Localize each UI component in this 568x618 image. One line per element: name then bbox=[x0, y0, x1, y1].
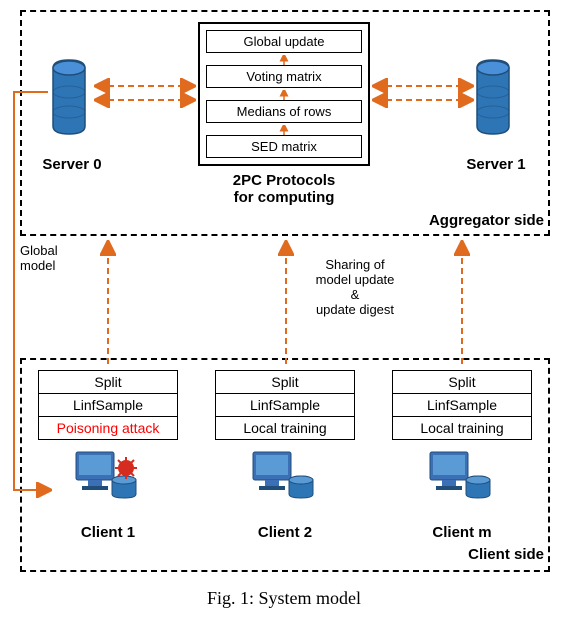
client-side-label: Client side bbox=[468, 546, 544, 563]
arrow-client1-up bbox=[100, 236, 116, 370]
client-m: Split LinfSample Local training bbox=[392, 370, 532, 506]
figure-caption: Fig. 1: System model bbox=[0, 588, 568, 609]
arrow-clientm-up bbox=[454, 236, 470, 370]
client-m-icon bbox=[392, 446, 532, 506]
sharing-annotation: Sharing of model update & update digest bbox=[300, 258, 410, 318]
server1-label: Server 1 bbox=[456, 156, 536, 173]
proto-medians: Medians of rows bbox=[206, 100, 362, 123]
client-m-local: Local training bbox=[393, 417, 531, 439]
client-2-local: Local training bbox=[216, 417, 354, 439]
client-2-label: Client 2 bbox=[215, 524, 355, 541]
server1-icon bbox=[472, 48, 514, 136]
client-m-linf: LinfSample bbox=[393, 394, 531, 417]
client-1-linf: LinfSample bbox=[39, 394, 177, 417]
protocol-box: Global update Voting matrix Medians of r… bbox=[198, 22, 370, 166]
client-m-split: Split bbox=[393, 371, 531, 394]
client-1-stack: Split LinfSample Poisoning attack bbox=[38, 370, 178, 440]
client-m-stack: Split LinfSample Local training bbox=[392, 370, 532, 440]
proto-sed-matrix: SED matrix bbox=[206, 135, 362, 158]
proto-global-update: Global update bbox=[206, 30, 362, 53]
client-m-label: Client m bbox=[392, 524, 532, 541]
diagram-canvas: Server 0 Server 1 Global update Voting m… bbox=[0, 0, 568, 618]
proto-voting-matrix: Voting matrix bbox=[206, 65, 362, 88]
client-2: Split LinfSample Local training bbox=[215, 370, 355, 506]
proto-arrow-icon bbox=[206, 90, 362, 100]
client-1-label: Client 1 bbox=[38, 524, 178, 541]
arrow-server1-protocol bbox=[370, 78, 476, 108]
server0-icon bbox=[48, 48, 90, 136]
client-1-icon bbox=[38, 446, 178, 506]
arrow-client2-up bbox=[278, 236, 294, 370]
client-1-poison: Poisoning attack bbox=[39, 417, 177, 439]
client-2-icon bbox=[215, 446, 355, 506]
aggregator-side-label: Aggregator side bbox=[429, 212, 544, 229]
global-model-annotation: Global model bbox=[20, 244, 74, 274]
client-2-stack: Split LinfSample Local training bbox=[215, 370, 355, 440]
arrow-global-model bbox=[4, 90, 54, 500]
client-2-linf: LinfSample bbox=[216, 394, 354, 417]
client-2-split: Split bbox=[216, 371, 354, 394]
arrow-server0-protocol bbox=[92, 78, 198, 108]
client-1-split: Split bbox=[39, 371, 177, 394]
proto-arrow-icon bbox=[206, 55, 362, 65]
proto-arrow-icon bbox=[206, 125, 362, 135]
client-1: Split LinfSample Poisoning attack bbox=[38, 370, 178, 506]
protocol-title: 2PC Protocols for computing bbox=[198, 172, 370, 207]
